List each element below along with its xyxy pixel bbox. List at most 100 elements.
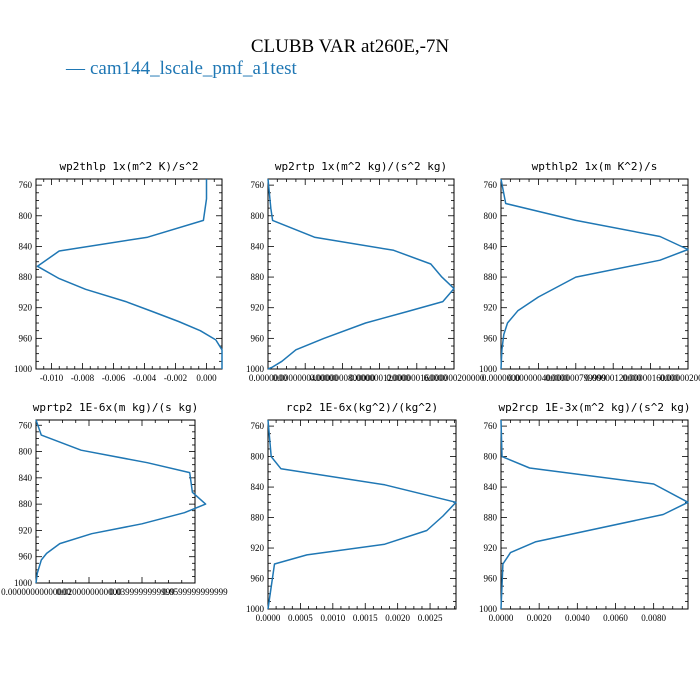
y-tick-label: 1000 xyxy=(246,364,265,374)
x-tick-label: 0.0599999999999 xyxy=(162,587,228,597)
y-tick-label: 880 xyxy=(251,513,265,523)
x-tick-label: -0.006 xyxy=(102,373,126,383)
y-tick-label: 800 xyxy=(19,447,33,457)
y-tick-label: 800 xyxy=(19,211,33,221)
series-line xyxy=(36,179,223,369)
y-tick-label: 960 xyxy=(484,574,498,584)
chart-panel-5: rcp2 1E-6x(kg^2)/(kg^2) 760 800 840 880 920 96… xyxy=(246,401,457,623)
x-tick-label: 0.0000000400000 xyxy=(273,373,339,383)
y-tick-label: 760 xyxy=(19,180,33,190)
x-tick-label: 0.000000120000 xyxy=(349,373,410,383)
y-tick-label: 840 xyxy=(251,482,265,492)
x-tick-label: 0.0200000000000 xyxy=(56,587,122,597)
legend-label: cam144_lscale_pmf_a1test xyxy=(90,58,297,79)
x-tick-label: 0.0040 xyxy=(565,613,590,623)
y-tick-label: 840 xyxy=(19,241,33,251)
chart-title: wp2rcp 1E-3x(m^2 kg)/(s^2 kg) xyxy=(498,401,690,414)
x-tick-label: 0.0020 xyxy=(385,613,410,623)
x-tick-label: 0.000 xyxy=(196,373,217,383)
y-tick-label: 920 xyxy=(251,303,265,313)
x-tick-label: 0.0000 xyxy=(256,613,281,623)
x-tick-label: 0.0015 xyxy=(353,613,378,623)
y-tick-label: 1000 xyxy=(479,364,498,374)
y-tick-label: 800 xyxy=(251,452,265,462)
y-tick-label: 880 xyxy=(484,513,498,523)
y-tick-label: 840 xyxy=(484,241,498,251)
x-tick-label: 0.0000000 xyxy=(249,373,288,383)
y-tick-label: 1000 xyxy=(246,604,265,614)
y-tick-label: 800 xyxy=(484,211,498,221)
y-tick-label: 1000 xyxy=(479,604,498,614)
y-tick-label: 1000 xyxy=(14,578,33,588)
x-tick-label: 0.000000400000 xyxy=(508,373,569,383)
y-tick-label: 760 xyxy=(251,180,265,190)
y-tick-label: 920 xyxy=(19,303,33,313)
x-tick-label: 0.0000 xyxy=(489,613,514,623)
y-tick-label: 960 xyxy=(251,333,265,343)
legend-line-icon: — xyxy=(66,58,85,79)
y-tick-label: 800 xyxy=(484,452,498,462)
series-line xyxy=(267,178,455,370)
y-tick-label: 960 xyxy=(484,333,498,343)
y-tick-label: 920 xyxy=(484,303,498,313)
chart-title: wp2thlp 1x(m^2 K)/s^2 xyxy=(59,160,198,173)
legend: — cam144_lscale_pmf_a1test xyxy=(66,58,297,80)
y-tick-label: 760 xyxy=(19,420,33,430)
y-tick-label: 960 xyxy=(19,333,33,343)
y-tick-label: 960 xyxy=(19,552,33,562)
chart-title: rcp2 1E-6x(kg^2)/(kg^2) xyxy=(286,401,438,414)
plot-frame xyxy=(500,419,689,610)
y-tick-label: 920 xyxy=(251,543,265,553)
x-tick-label: 0.0060 xyxy=(603,613,628,623)
x-tick-label: 0.00000120000 xyxy=(585,373,642,383)
y-tick-label: 760 xyxy=(484,180,498,190)
series-line xyxy=(500,419,689,610)
chart-panel-2: wp2rtp 1x(m^2 kg)/(s^2 kg) 760 800 840 880 92… xyxy=(246,160,485,383)
x-tick-label: 0.0080 xyxy=(641,613,666,623)
x-tick-label: 0.00000160000 xyxy=(622,373,679,383)
chart-panel-6: wp2rcp 1E-3x(m^2 kg)/(s^2 kg)760 800 840 88… xyxy=(479,401,691,623)
x-tick-label: 0.0399999999999 xyxy=(109,587,175,597)
x-tick-label: -0.004 xyxy=(133,373,157,383)
x-tick-label: 0.00000200000 xyxy=(660,373,700,383)
plot-frame xyxy=(267,178,455,370)
y-tick-label: 760 xyxy=(484,421,498,431)
y-tick-label: 840 xyxy=(484,482,498,492)
chart-panel-4: wprtp2 1E-6x(m kg)/(s kg)760 800 840 880 920… xyxy=(1,401,228,597)
x-tick-label: 0.000000799999 xyxy=(545,373,606,383)
x-tick-label: -0.010 xyxy=(40,373,64,383)
chart-title: wp2rtp 1x(m^2 kg)/(s^2 kg) xyxy=(275,160,447,173)
x-tick-label: 0.0025 xyxy=(418,613,443,623)
x-tick-label: 0.0000000800000 xyxy=(310,373,376,383)
figure-title: CLUBB VAR at260E,-7N xyxy=(250,36,450,57)
x-tick-label: 0.000000200000 xyxy=(424,373,485,383)
series-line xyxy=(35,419,207,584)
chart-panel-3: wpthlp2 1x(m K^2)/s 760 800 840 880 920 960 100… xyxy=(479,160,700,383)
series-line xyxy=(500,178,689,370)
chart-title: wpthlp2 1x(m K^2)/s xyxy=(532,160,658,173)
y-tick-label: 920 xyxy=(19,525,33,535)
plot-frame xyxy=(267,419,457,610)
x-tick-label: 0.00000000000000 xyxy=(1,587,71,597)
y-tick-label: 760 xyxy=(251,421,265,431)
y-tick-label: 880 xyxy=(251,272,265,282)
y-tick-label: 1000 xyxy=(14,364,33,374)
plot-frame xyxy=(35,178,223,370)
y-tick-label: 880 xyxy=(19,499,33,509)
x-tick-label: 0.0020 xyxy=(527,613,552,623)
series-line xyxy=(267,419,457,610)
y-tick-label: 800 xyxy=(251,211,265,221)
y-tick-label: 920 xyxy=(484,543,498,553)
plot-frame xyxy=(35,419,196,584)
y-tick-label: 840 xyxy=(251,241,265,251)
x-tick-label: 0.0005 xyxy=(288,613,313,623)
y-tick-label: 840 xyxy=(19,473,33,483)
chart-title: wprtp2 1E-6x(m kg)/(s kg) xyxy=(33,401,199,414)
x-tick-label: -0.002 xyxy=(164,373,187,383)
chart-panel-1: wp2thlp 1x(m^2 K)/s^2 760 800 840 880 920 960 1… xyxy=(14,160,223,383)
y-tick-label: 880 xyxy=(484,272,498,282)
x-tick-label: 0.0000000 xyxy=(482,373,521,383)
x-tick-label: 0.000000160000 xyxy=(386,373,447,383)
y-tick-label: 880 xyxy=(19,272,33,282)
y-tick-label: 960 xyxy=(251,574,265,584)
